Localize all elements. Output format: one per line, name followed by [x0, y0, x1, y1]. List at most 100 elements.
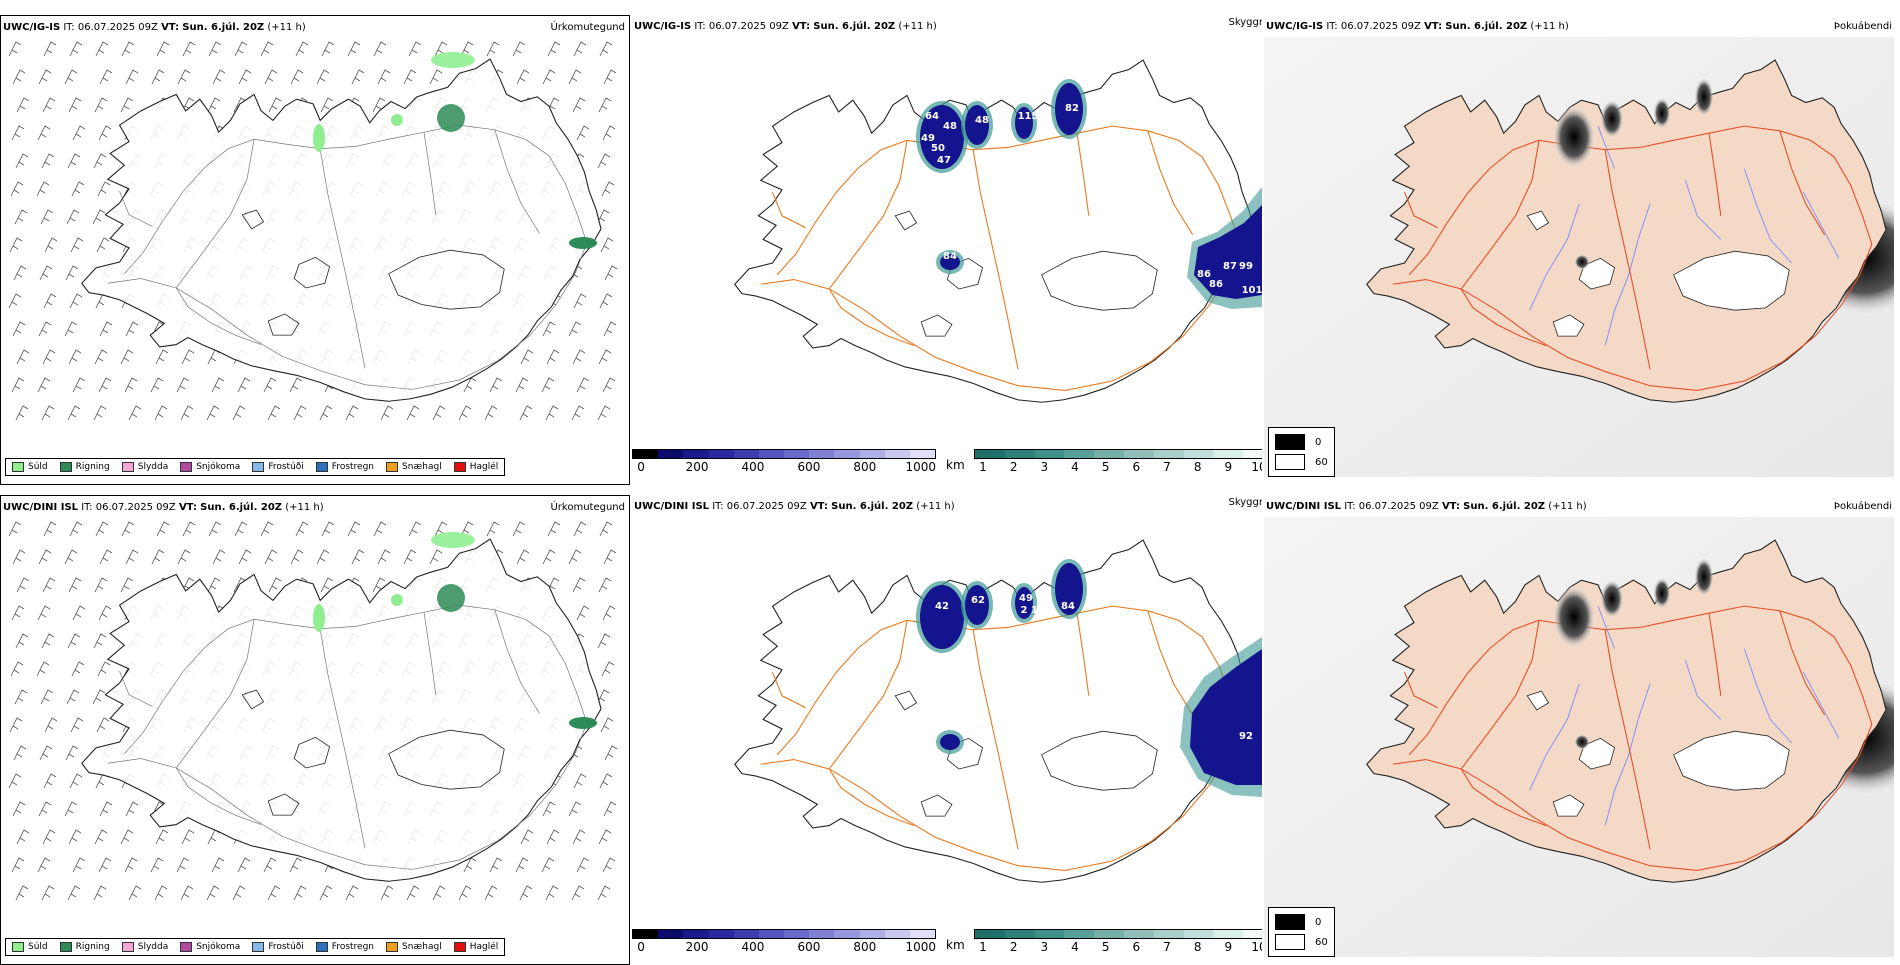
- panel-title: Þokuábendi: [1833, 501, 1892, 512]
- cloud-base-label: 84: [1061, 601, 1075, 612]
- visibility-colorbar: km 1 2 3 4 5 6 7 8 9 10: [946, 929, 1262, 954]
- cloud-base-label: 47: [937, 155, 951, 166]
- legend-swatch: [252, 942, 265, 952]
- legend-item: Snjókoma: [180, 942, 240, 952]
- legend-swatch: [121, 942, 134, 952]
- colorbar-step: [1094, 450, 1124, 458]
- cloud-base-label: 2: [1021, 605, 1028, 616]
- colorbar-tick: 8: [1193, 940, 1202, 954]
- fog-map: [1264, 517, 1894, 957]
- cloud-base-label: 48: [975, 115, 989, 126]
- colorbar-step: [909, 450, 936, 458]
- colorbar-tick: 3: [1040, 460, 1049, 474]
- colorbar-step: [1153, 450, 1184, 458]
- visibility-colorbar: km 1 2 3 4 5 6 7 8 9 10: [946, 449, 1262, 474]
- fog-legend-swatch: [1275, 434, 1305, 450]
- panel-title: Úrkomutegund: [550, 502, 625, 513]
- panel-title: Skyggni: [1228, 17, 1262, 28]
- colorbar-tick: 600: [797, 460, 821, 474]
- colorbar-step: [633, 450, 659, 458]
- fog-legend-swatch: [1275, 934, 1305, 950]
- legend-label: Snjókoma: [196, 942, 241, 952]
- precip-legend: Súld Rigning Slydda Snjókoma Frostúði Frostre…: [5, 458, 506, 476]
- cloud-base-label: 86: [1197, 269, 1211, 280]
- legend-swatch: [315, 942, 328, 952]
- colorbar-step: [884, 930, 910, 938]
- colorbar-step: [708, 930, 734, 938]
- colorbar-step: [1034, 450, 1065, 458]
- panel-header: UWC/DINI ISL IT: 06.07.2025 09Z VT: Sun.…: [3, 502, 324, 513]
- colorbar-tick: 10: [1251, 940, 1262, 954]
- cloud-panel-bottom: UWC/DINI ISL IT: 06.07.2025 09Z VT: Sun.…: [632, 495, 1262, 965]
- fog-legend-label: 0: [1315, 916, 1322, 928]
- precip-map: [8, 41, 618, 421]
- fog-legend-row: 0: [1275, 912, 1328, 932]
- colorbar-step: [1064, 930, 1095, 938]
- colorbar-tick: 6: [1132, 940, 1141, 954]
- colorbar-step: [909, 930, 936, 938]
- colorbar-step: [1153, 930, 1184, 938]
- fog-map: [1264, 37, 1894, 477]
- colorbar-step: [1183, 930, 1214, 938]
- colorbar-step: [683, 450, 709, 458]
- colorbar-tick: 7: [1163, 460, 1171, 474]
- panel-title: Skyggni: [1228, 497, 1262, 508]
- colorbar-tick: 0: [637, 940, 645, 954]
- legend-item: Haglél: [453, 462, 499, 472]
- cloud-base-colorbar: m02004006008001000: [632, 449, 936, 474]
- colorbar-tick: 800: [853, 940, 877, 954]
- colorbar-step: [633, 930, 659, 938]
- legend-item: Frostregn: [315, 942, 374, 952]
- fog-legend-label: 60: [1315, 456, 1328, 468]
- legend-swatch: [453, 462, 466, 472]
- legend-label: Frostregn: [331, 462, 375, 472]
- colorbar-step: [658, 450, 684, 458]
- colorbar-tick: 0: [637, 460, 645, 474]
- colorbar-tick: 10: [1251, 460, 1262, 474]
- colorbar-step: [809, 930, 835, 938]
- legend-label: Rigning: [75, 942, 110, 952]
- colorbar-tick: 4: [1071, 940, 1079, 954]
- legend-swatch: [386, 462, 399, 472]
- legend-label: Haglél: [469, 942, 499, 952]
- cloud-base-label: 115: [1018, 111, 1039, 122]
- legend-item: Snæhagl: [386, 462, 442, 472]
- fog-legend: 0 60: [1268, 427, 1335, 477]
- legend-item: Súld: [12, 462, 48, 472]
- colorbar-step: [758, 450, 785, 458]
- fog-legend-row: 60: [1275, 452, 1328, 472]
- legend-swatch: [252, 462, 265, 472]
- legend-label: Haglél: [469, 462, 499, 472]
- cloud-base-label: 42: [935, 601, 949, 612]
- fog-legend-label: 0: [1315, 436, 1322, 448]
- legend-label: Snæhagl: [402, 462, 442, 472]
- colorbar-tick: 4: [1071, 460, 1079, 474]
- legend-swatch: [12, 462, 24, 472]
- cloud-base-label: 82: [1065, 103, 1079, 114]
- legend-label: Súld: [28, 462, 48, 472]
- colorbar-tick: 200: [685, 940, 709, 954]
- legend-swatch: [453, 942, 466, 952]
- colorbar-step: [1094, 930, 1124, 938]
- colorbar-step: [1004, 450, 1035, 458]
- legend-label: Slydda: [137, 462, 169, 472]
- panel-header: UWC/IG-IS IT: 06.07.2025 09Z VT: Sun. 6.…: [3, 22, 306, 33]
- colorbar-tick: 1000: [905, 940, 937, 954]
- colorbar-step: [975, 450, 1005, 458]
- legend-swatch: [180, 942, 193, 952]
- cloud-map: 42 62 492 10 84 92: [734, 539, 1262, 883]
- colorbar-tick: 9: [1224, 940, 1233, 954]
- precip-panel-top: UWC/IG-IS IT: 06.07.2025 09Z VT: Sun. 6.…: [0, 15, 630, 485]
- legend-item: Frostúði: [252, 942, 304, 952]
- legend-swatch: [121, 462, 134, 472]
- panel-header: UWC/IG-IS IT: 06.07.2025 09Z VT: Sun. 6.…: [634, 21, 937, 32]
- cloud-base-label: 64: [925, 111, 939, 122]
- legend-item: Rigning: [59, 462, 110, 472]
- fog-legend-swatch: [1275, 454, 1305, 470]
- colorbar-step: [1213, 450, 1244, 458]
- precip-map: [8, 521, 618, 901]
- colorbar-tick: 7: [1163, 940, 1171, 954]
- colorbar-step: [758, 930, 785, 938]
- legend-label: Snjókoma: [196, 462, 241, 472]
- colorbar-step: [1064, 450, 1095, 458]
